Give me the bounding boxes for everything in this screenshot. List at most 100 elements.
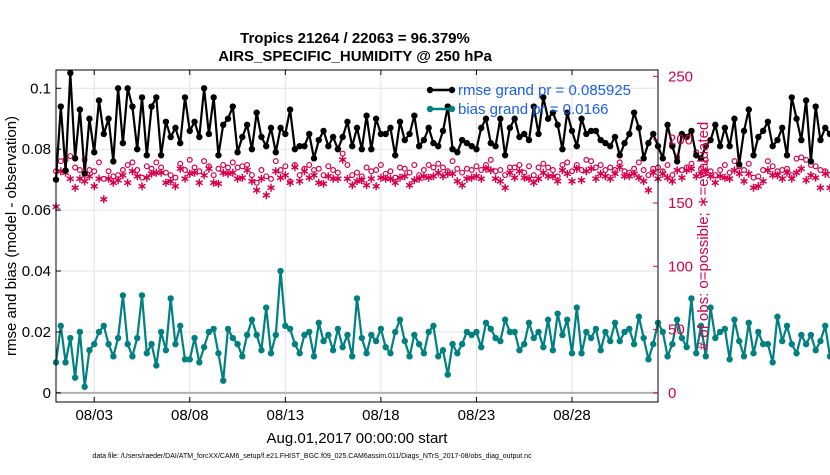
bias-point [210, 326, 216, 332]
data-file-footnote: data file: /Users/raeder/DAI/ATM_forcXX/… [92, 453, 532, 460]
bias-point [153, 362, 159, 368]
rmse-point [330, 134, 336, 140]
bias-point [230, 335, 236, 341]
rmse-point [741, 128, 747, 134]
rmse-point [339, 134, 345, 140]
bias-point [488, 326, 494, 332]
rmse-point [626, 131, 632, 137]
bias-point [144, 350, 150, 356]
rmse-point [220, 122, 226, 128]
bias-point [411, 332, 417, 338]
rmse-point [416, 143, 422, 149]
rmse-point [101, 131, 107, 137]
possible-obs-marker [450, 159, 455, 164]
bias-point [779, 338, 785, 344]
bias-point [134, 335, 140, 341]
bias-point [330, 347, 336, 353]
y-right-tick-label: 0 [668, 385, 676, 402]
bias-point [96, 329, 102, 335]
y-right-tick-label: 100 [668, 258, 693, 275]
bias-point [521, 341, 527, 347]
bias-point [593, 326, 599, 332]
rmse-point [215, 152, 221, 158]
rmse-point [253, 109, 259, 115]
bias-point [688, 295, 694, 301]
possible-obs-marker [794, 156, 799, 161]
rmse-point [144, 152, 150, 158]
rmse-point [631, 109, 637, 115]
bias-point [325, 332, 331, 338]
bias-point [683, 344, 689, 350]
rmse-point [86, 116, 92, 122]
rmse-point [406, 131, 412, 137]
rmse-point [81, 170, 87, 176]
x-axis-label: Aug.01,2017 00:00:00 start [267, 430, 449, 447]
bias-point [526, 320, 532, 326]
bias-point [191, 335, 197, 341]
bias-point [62, 359, 68, 365]
rmse-point [593, 128, 599, 134]
rmse-point [502, 152, 508, 158]
rmse-point [230, 103, 236, 109]
evaluated-obs-marker: ∗ [825, 180, 830, 194]
bias-point [803, 341, 809, 347]
rmse-point [306, 131, 312, 137]
rmse-point [287, 106, 293, 112]
rmse-point [187, 128, 193, 134]
rmse-point [822, 125, 828, 131]
legend-bias-marker-end [449, 106, 455, 112]
bias-point [736, 338, 742, 344]
bias-point [755, 329, 761, 335]
bias-point [105, 341, 111, 347]
bias-point [349, 353, 355, 359]
rmse-point [726, 143, 732, 149]
bias-point [163, 347, 169, 353]
rmse-point [91, 149, 97, 155]
bias-point [660, 329, 666, 335]
y-axis-right-label: # of obs: o=possible; ∗=evaluated [695, 122, 712, 351]
y-tick-label: 0.04 [22, 263, 51, 280]
rmse-point [201, 85, 207, 91]
bias-point [731, 317, 737, 323]
bias-point [741, 353, 747, 359]
bias-point [822, 323, 828, 329]
y-right-tick-label: 200 [668, 132, 693, 149]
bias-point [817, 338, 823, 344]
evaluated-obs-marker: ∗ [170, 179, 180, 193]
rmse-point [120, 140, 126, 146]
plot-area: ∗∗∗∗∗∗∗∗∗∗∗∗∗∗∗∗∗∗∗∗∗∗∗∗∗∗∗∗∗∗∗∗∗∗∗∗∗∗∗∗… [51, 70, 830, 396]
rmse-point [454, 149, 460, 155]
bias-point [124, 341, 130, 347]
rmse-point [239, 134, 245, 140]
bias-point [244, 332, 250, 338]
rmse-point [124, 85, 130, 91]
bias-point [722, 326, 728, 332]
bias-point [392, 329, 398, 335]
possible-obs-marker [722, 163, 727, 168]
bias-point [196, 359, 202, 365]
bias-point [406, 353, 412, 359]
rmse-point [77, 106, 83, 112]
possible-obs-marker [230, 160, 235, 165]
bias-point [77, 329, 83, 335]
bias-point [172, 341, 178, 347]
bias-point [344, 332, 350, 338]
bias-point [382, 344, 388, 350]
evaluated-obs-marker: ∗ [744, 167, 754, 181]
bias-point [187, 356, 193, 362]
rmse-point [674, 158, 680, 164]
bias-point [368, 332, 374, 338]
bias-point [268, 350, 274, 356]
bias-point [784, 323, 790, 329]
bias-point [554, 310, 560, 316]
bias-point [454, 350, 460, 356]
bias-point [502, 317, 508, 323]
rmse-point [320, 128, 326, 134]
rmse-point [650, 131, 656, 137]
y-right-tick-label: 50 [668, 322, 685, 339]
bias-point [449, 341, 455, 347]
bias-point [626, 326, 632, 332]
bias-point [516, 347, 522, 353]
bias-point [664, 353, 670, 359]
bias-point [273, 332, 279, 338]
